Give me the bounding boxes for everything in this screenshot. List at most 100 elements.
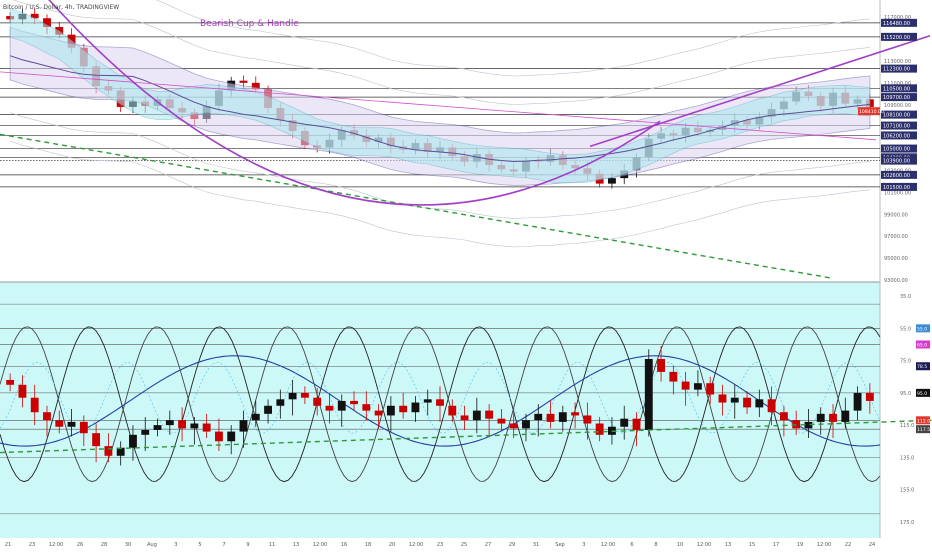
osc-candle — [804, 421, 813, 429]
level-tag-bg — [881, 121, 917, 130]
level-tag-bg — [881, 93, 917, 102]
osc-candle — [79, 421, 88, 434]
level-tag-bg — [881, 131, 917, 140]
time-tick-label: 5 — [198, 542, 201, 548]
time-tick-label: 26 — [77, 542, 83, 548]
time-tick-label: 9 — [246, 542, 249, 548]
time-tick-label: 7 — [222, 542, 225, 548]
osc-candle — [497, 418, 506, 424]
price-tick-label: 109000.00 — [884, 103, 911, 109]
osc-candle — [644, 358, 653, 430]
outer-envelope-line — [10, 112, 870, 219]
osc-candle — [743, 397, 751, 408]
osc-tick-label: 75.0 — [900, 359, 911, 365]
time-tick-label: 23 — [437, 542, 443, 548]
dotted-osc-line — [0, 361, 881, 434]
oscillator-panel — [0, 303, 932, 515]
time-tick-label: Sep — [555, 542, 564, 548]
osc-candle — [104, 446, 113, 456]
symbol-header: Bitcoin / U.S. Dollar, 4h, TRADINGVIEW — [3, 4, 119, 11]
time-tick-label: 12:00 — [601, 542, 615, 548]
osc-level-tag: 65.0 — [917, 342, 927, 348]
osc-level-tag: 78.5 — [917, 364, 927, 370]
osc-level-tag-bg — [916, 416, 930, 425]
outer-envelope-line — [10, 140, 870, 248]
osc-candle — [730, 397, 739, 403]
osc-tick-label: 135.0 — [900, 455, 914, 461]
osc-candle — [325, 405, 334, 411]
osc-candle — [509, 423, 518, 429]
price-candle — [608, 178, 616, 184]
osc-candle — [92, 433, 101, 447]
level-tag-bg — [881, 110, 917, 119]
level-tag-label: 107100.00 — [883, 124, 910, 130]
osc-candle — [386, 405, 395, 416]
level-tag-label: 115200.00 — [883, 35, 910, 41]
osc-level-tag: 95.0 — [917, 391, 927, 397]
osc-candle — [350, 400, 358, 405]
osc-candle — [472, 410, 481, 421]
price-axis: 117000.00115000.00113000.00111000.001090… — [858, 15, 930, 526]
osc-candle — [448, 405, 457, 416]
time-tick-label: 12:00 — [817, 542, 831, 548]
upper-osc-envelope — [0, 326, 881, 483]
osc-candle — [767, 399, 776, 413]
price-tick-label: 93000.00 — [884, 278, 908, 284]
osc-candle — [202, 423, 211, 432]
osc-candle — [546, 413, 555, 422]
osc-candle — [153, 425, 162, 430]
price-candle — [251, 82, 260, 90]
time-axis: 21 23 12:00 26 28 30 Aug 3 5 7 9 11 13 12:00 16 18 20 12:… — [5, 542, 875, 548]
handle-line — [589, 35, 931, 148]
time-tick-label: 3 — [582, 542, 585, 548]
osc-candle — [190, 423, 199, 429]
time-tick-label: 22 — [845, 542, 851, 548]
osc-candle — [55, 420, 64, 427]
osc-candle — [300, 392, 309, 398]
osc-candle — [755, 399, 764, 408]
magenta-trendline — [0, 71, 877, 141]
level-tag-bg — [881, 32, 917, 41]
price-tick-label: 95000.00 — [884, 256, 908, 262]
osc-candle — [178, 420, 187, 429]
osc-tick-label: 115.0 — [900, 423, 914, 429]
time-tick-label: 17 — [773, 542, 779, 548]
level-tag-label: 102600.00 — [883, 173, 910, 179]
osc-candle — [693, 383, 702, 390]
level-tag-label: 112300.00 — [883, 67, 910, 73]
osc-candle — [485, 410, 494, 419]
ma-channel — [9, 7, 871, 184]
osc-level-tag-bg — [916, 340, 930, 349]
osc-candle — [214, 431, 223, 442]
time-tick-label: Aug — [147, 542, 157, 548]
time-tick-label: 21 — [5, 542, 11, 548]
level-tag-bg — [881, 144, 917, 153]
time-tick-label: 13 — [293, 542, 299, 548]
level-tag-label: 109700.00 — [883, 95, 910, 101]
time-tick-label: 18 — [365, 542, 371, 548]
osc-level-tag-bg — [916, 324, 930, 333]
level-tag-bg — [881, 18, 917, 27]
osc-candle — [411, 402, 420, 413]
price-candle — [30, 13, 39, 19]
osc-candle — [6, 379, 15, 385]
osc-tick-label: 35.0 — [900, 294, 911, 300]
price-candle — [239, 80, 248, 83]
osc-candle — [718, 394, 727, 403]
osc-candle — [251, 413, 260, 421]
level-tag-label: 103900.00 — [883, 159, 910, 165]
osc-candle — [816, 413, 825, 422]
osc-candle — [571, 412, 580, 416]
time-tick-label: 28 — [101, 542, 107, 548]
level-tag-label: 110500.00 — [883, 86, 910, 92]
osc-candle — [313, 397, 322, 406]
level-tag-bg — [881, 84, 917, 93]
level-tag-label: 101500.00 — [883, 185, 910, 191]
time-tick-label: 6 — [630, 542, 633, 548]
osc-candle — [681, 381, 690, 390]
rising-trendline — [0, 419, 932, 454]
osc-candle — [620, 418, 629, 427]
cup-arc — [48, 0, 661, 206]
